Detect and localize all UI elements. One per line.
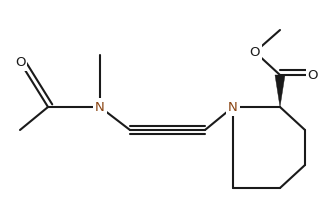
Text: N: N — [228, 101, 238, 113]
Text: O: O — [308, 68, 318, 82]
Text: O: O — [15, 55, 25, 68]
Text: N: N — [95, 101, 105, 113]
Polygon shape — [275, 75, 285, 107]
Text: O: O — [250, 46, 260, 58]
